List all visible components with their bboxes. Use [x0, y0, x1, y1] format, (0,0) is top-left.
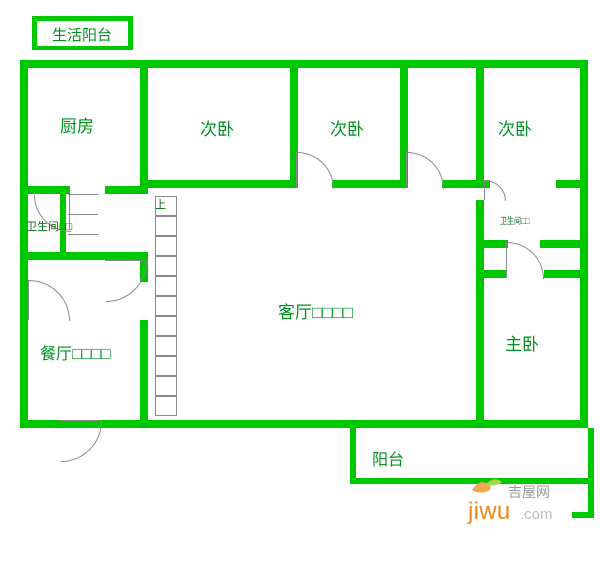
- wall: [20, 252, 148, 260]
- watermark-main: jiwu: [468, 498, 511, 526]
- stair-step: [155, 236, 177, 256]
- room-label-living: 客厅□□□□: [278, 298, 353, 323]
- door-leaf: [296, 152, 297, 188]
- wall: [350, 428, 356, 484]
- wall: [476, 240, 508, 248]
- stair-step: [155, 356, 177, 376]
- wall: [32, 16, 37, 50]
- room-label-bedroom_a: 次卧: [200, 115, 234, 140]
- wall: [350, 420, 588, 428]
- stair-step: [155, 376, 177, 396]
- wall: [32, 16, 132, 21]
- door-swing: [370, 152, 444, 226]
- tiny-label-toilet2: 卫生间□□: [500, 214, 530, 227]
- wall: [140, 320, 148, 428]
- door-leaf: [484, 180, 485, 200]
- wall: [476, 60, 484, 188]
- wall: [140, 60, 148, 168]
- wall: [128, 16, 133, 50]
- room-label-kitchen: 厨房: [60, 112, 94, 137]
- room-label-master: 主卧: [505, 330, 539, 355]
- wall: [20, 60, 588, 68]
- fixture-line: [68, 214, 98, 215]
- stair-step: [155, 336, 177, 356]
- wall: [556, 180, 588, 188]
- wall: [476, 270, 506, 278]
- door-leaf: [105, 260, 145, 261]
- wall: [332, 180, 408, 188]
- room-label-dining: 餐厅□□□□: [40, 340, 111, 364]
- stair-step: [155, 396, 177, 416]
- stair-step: [155, 216, 177, 236]
- wall: [588, 428, 594, 518]
- door-leaf: [60, 420, 100, 421]
- floor-plan-stage: 生活阳台厨房 次卧 次卧 次卧客厅□□□□ 主卧 餐厅□□□□ 阳台 卫生间□□ 卫生间□□ 上吉…: [0, 0, 600, 562]
- stair-step: [155, 316, 177, 336]
- door-leaf: [406, 152, 407, 188]
- stair-step: [155, 276, 177, 296]
- wall: [140, 180, 298, 188]
- door-swing: [65, 220, 147, 302]
- stair-step: [155, 296, 177, 316]
- watermark-dot-com: .com: [520, 506, 553, 523]
- room-label-bedroom_c: 次卧: [498, 115, 532, 140]
- wall: [20, 60, 28, 428]
- wall: [572, 512, 594, 518]
- stair-step: [155, 256, 177, 276]
- watermark-cn: 吉屋网: [508, 482, 550, 502]
- room-label-balcony_low: 阳台: [372, 446, 404, 470]
- fixture-line: [68, 234, 98, 235]
- fixture-line: [68, 194, 98, 195]
- wall: [32, 46, 132, 50]
- room-label-balcony_top: 生活阳台: [52, 24, 112, 45]
- tiny-label-stair_up: 上: [155, 196, 166, 212]
- wall: [544, 270, 588, 278]
- door-leaf: [28, 280, 29, 320]
- tiny-label-toilet1: 卫生间□□: [26, 218, 72, 234]
- door-leaf: [506, 242, 507, 278]
- door-swing: [260, 152, 334, 226]
- wall: [476, 270, 484, 428]
- room-label-bedroom_b: 次卧: [330, 115, 364, 140]
- wall: [540, 240, 588, 248]
